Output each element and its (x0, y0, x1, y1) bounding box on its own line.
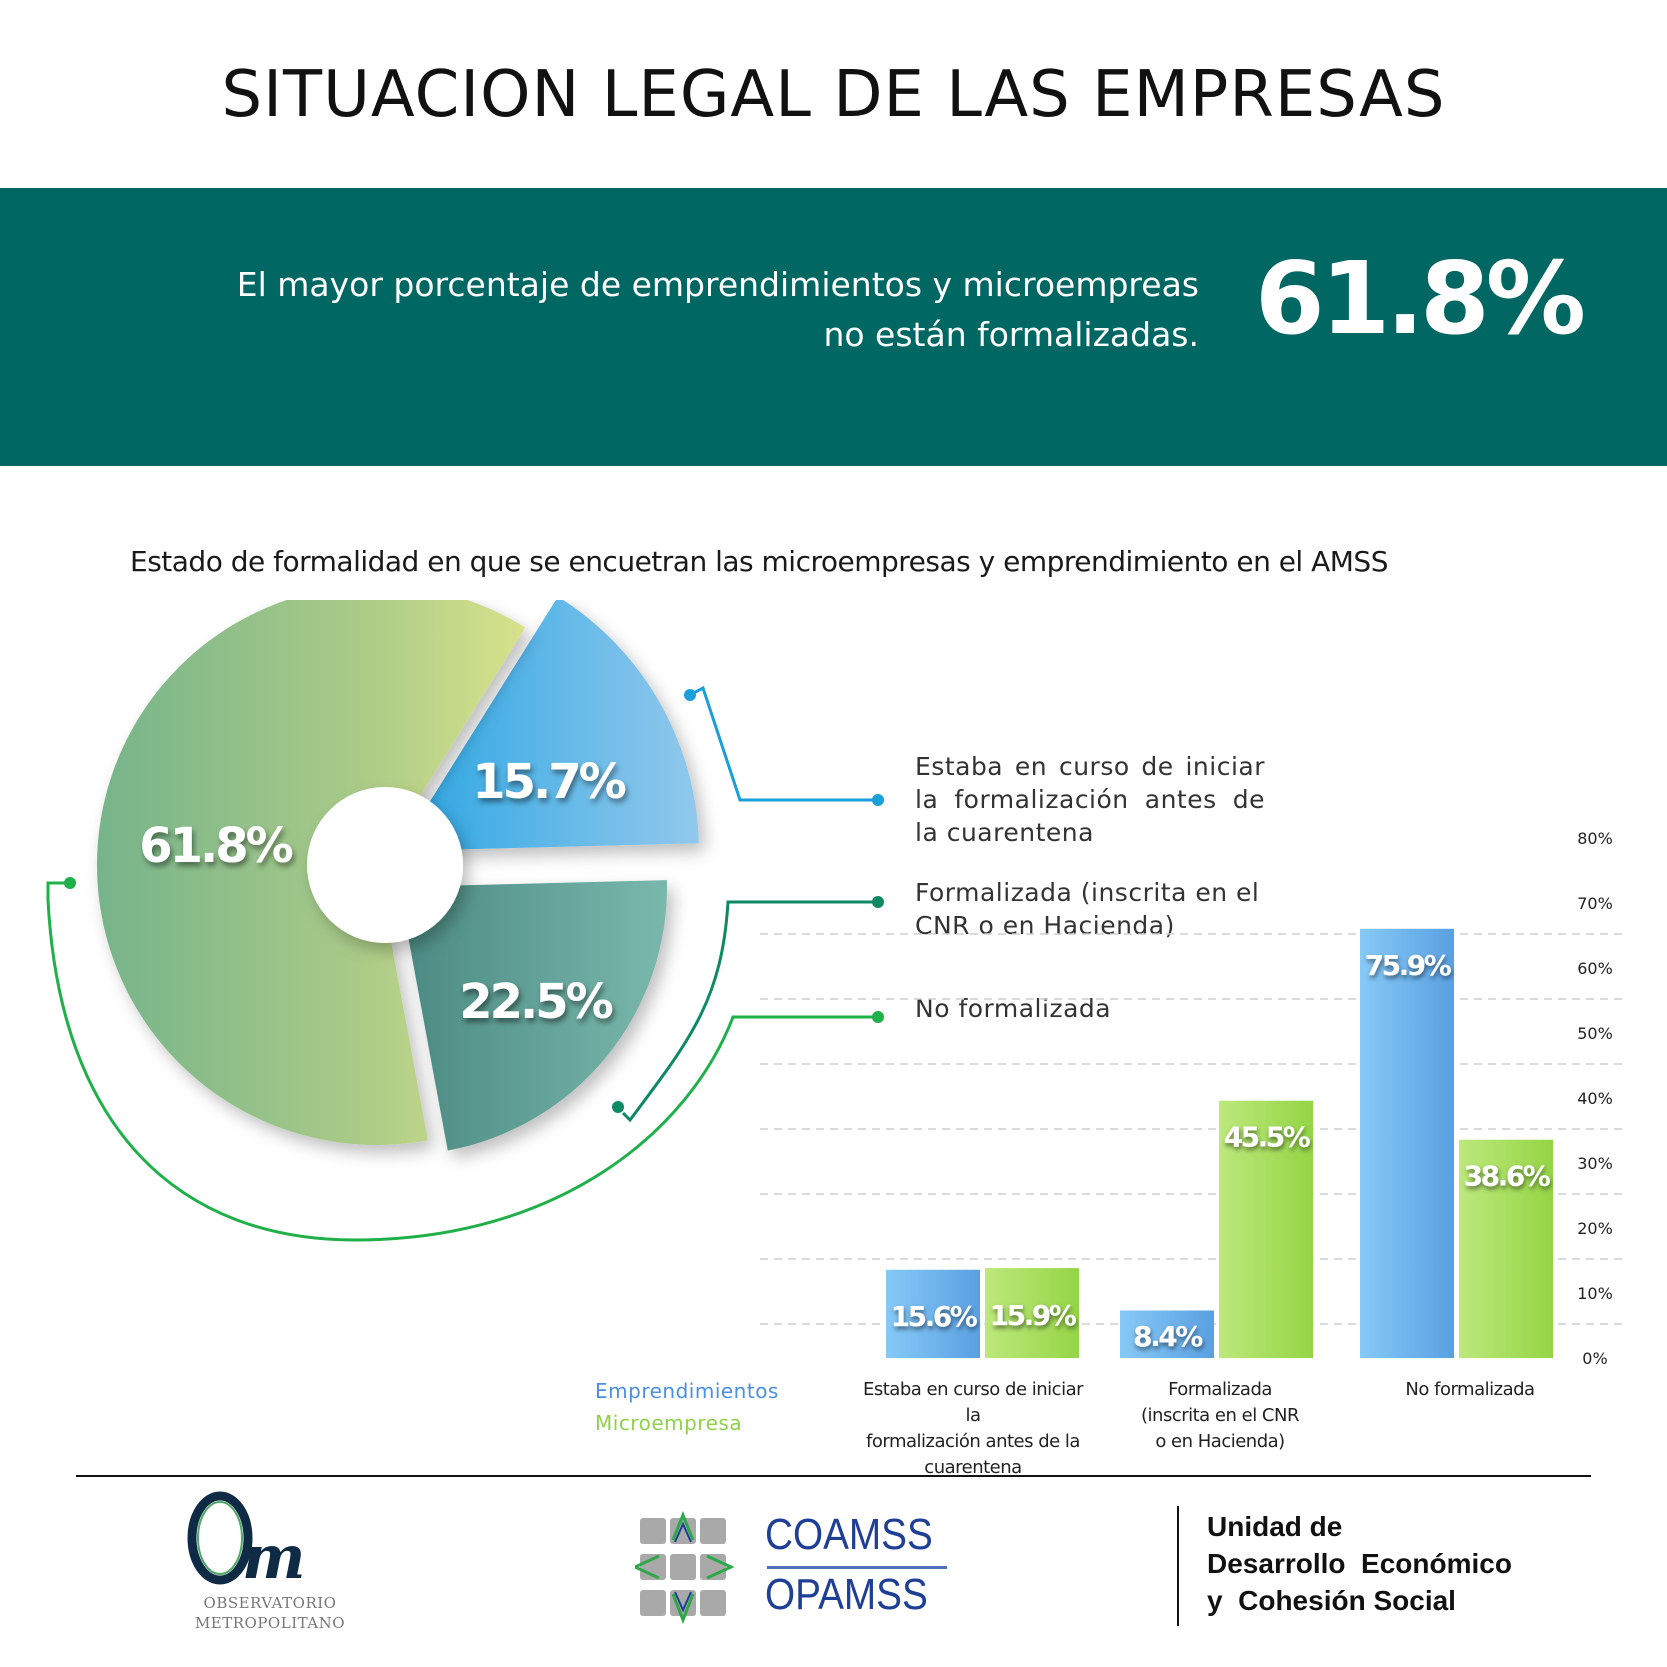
connector-no-formalizada (46, 881, 878, 1242)
coamss-word: COAMSS (765, 1510, 933, 1559)
connector-dot (684, 689, 696, 701)
opamss-word: OPAMSS (765, 1570, 928, 1619)
series-label-emprendimientos: Emprendimientos (595, 1379, 779, 1403)
footer-separator (1177, 1506, 1179, 1626)
chart-subtitle: Estado de formalidad en que se encuetran… (130, 545, 1388, 578)
banner-line-1: El mayor porcentaje de emprendimientos y… (236, 265, 1199, 304)
category-label-en-curso: Estaba en curso de iniciar la formalizac… (858, 1377, 1088, 1481)
pie-chart: 15.7% 22.5% 61.8% (46, 600, 884, 1242)
highlight-banner: El mayor porcentaje de emprendimientos y… (0, 188, 1667, 466)
bar-value-label: 15.6% (891, 1300, 978, 1333)
bar-microempresa-2 (1219, 1100, 1313, 1358)
category-label-line: Estaba en curso de iniciar la (863, 1379, 1084, 1426)
bar-microempresa-1 (985, 1268, 1079, 1358)
logo-observatorio-metropolitano: m OBSERVATORIO METROPOLITANO (180, 1490, 360, 1635)
unit-name-line: Desarrollo Económico (1207, 1548, 1512, 1579)
connector-dot (872, 794, 884, 806)
bar-value-label: 8.4% (1133, 1320, 1203, 1353)
svg-text:m: m (242, 1523, 306, 1590)
bar-emprendimientos-2 (1120, 1310, 1214, 1358)
connector-formalizada (621, 900, 878, 1123)
pie-slice-label: 61.8% (139, 818, 292, 874)
legend-item-formalizada: Formalizada (inscrita en el CNR o en Hac… (915, 876, 1265, 942)
unit-name-line: Unidad de (1207, 1511, 1343, 1542)
connector-dot (872, 1011, 884, 1023)
series-label-microempresa: Microempresa (595, 1411, 743, 1435)
connector-dot (64, 877, 76, 889)
pie-center-hole (307, 787, 463, 943)
legend-item-en-curso: Estaba en curso de iniciar la formalizac… (915, 750, 1265, 849)
category-label-line: Formalizada (1168, 1379, 1272, 1400)
connector-dot (872, 896, 884, 908)
bar-value-label: 15.9% (990, 1299, 1077, 1332)
y-tick-label: 50% (1577, 1024, 1613, 1043)
bar-emprendimientos-1 (886, 1269, 980, 1358)
footer-divider (76, 1475, 1591, 1477)
bar-emprendimientos-3 (1360, 928, 1454, 1358)
bar-value-label: 45.5% (1224, 1121, 1311, 1154)
pie-slice-label: 22.5% (459, 974, 612, 1030)
bar-chart: 15.6% 15.9% 8.4% 45.5% 75.9% 38.6% 0% 10% 20% 30… (760, 829, 1625, 1368)
om-logo-line-2: METROPOLITANO (194, 1614, 346, 1632)
category-label-line: o en Hacienda) (1155, 1431, 1285, 1452)
y-tick-label: 20% (1577, 1219, 1613, 1238)
bar-value-label: 38.6% (1464, 1160, 1551, 1193)
pie-slice-label: 15.7% (472, 754, 625, 810)
bar-value-label: 75.9% (1365, 949, 1452, 982)
category-label-line: (inscrita en el CNR (1141, 1405, 1299, 1426)
y-tick-label: 80% (1577, 829, 1613, 848)
category-label-line: No formalizada (1405, 1379, 1535, 1400)
unit-name-line: y Cohesión Social (1207, 1585, 1456, 1616)
y-tick-label: 40% (1577, 1089, 1613, 1108)
pie-slice-formalizada (399, 880, 667, 1151)
connector-en-curso (689, 685, 878, 802)
category-label-no-formalizada: No formalizada (1365, 1377, 1575, 1403)
om-logo-line-1: OBSERVATORIO (203, 1594, 337, 1612)
y-tick-label: 30% (1577, 1154, 1613, 1173)
banner-text: El mayor porcentaje de emprendimientos y… (237, 260, 1199, 360)
banner-highlight-value: 61.8% (1255, 240, 1586, 357)
page-title: SITUACION LEGAL DE LAS EMPRESAS (221, 58, 1446, 132)
bar-microempresa-3 (1459, 1139, 1553, 1358)
category-label-line: cuarentena (924, 1457, 1022, 1478)
category-label-formalizada: Formalizada (inscrita en el CNR o en Hac… (1110, 1377, 1330, 1455)
banner-line-2: no están formalizadas. (823, 315, 1199, 354)
y-tick-label: 0% (1582, 1349, 1607, 1368)
pie-slice-en-curso (399, 600, 699, 851)
om-logo-icon: m (187, 1491, 306, 1593)
legend-text-formalizada: Formalizada (inscrita en el CNR o en Hac… (915, 878, 1260, 940)
y-tick-label: 70% (1577, 894, 1613, 913)
connector-dot (612, 1101, 624, 1113)
category-label-line: formalización antes de la (866, 1431, 1080, 1452)
y-tick-label: 60% (1577, 959, 1613, 978)
legend-text-en-curso: Estaba en curso de iniciar la formalizac… (915, 752, 1265, 847)
coamss-grid-icon (635, 1510, 735, 1625)
coamss-divider (767, 1566, 947, 1569)
y-tick-label: 10% (1577, 1284, 1613, 1303)
unit-name: Unidad de Desarrollo Económico y Cohesió… (1207, 1508, 1512, 1619)
logo-coamss-opamss: COAMSS OPAMSS (635, 1510, 995, 1625)
